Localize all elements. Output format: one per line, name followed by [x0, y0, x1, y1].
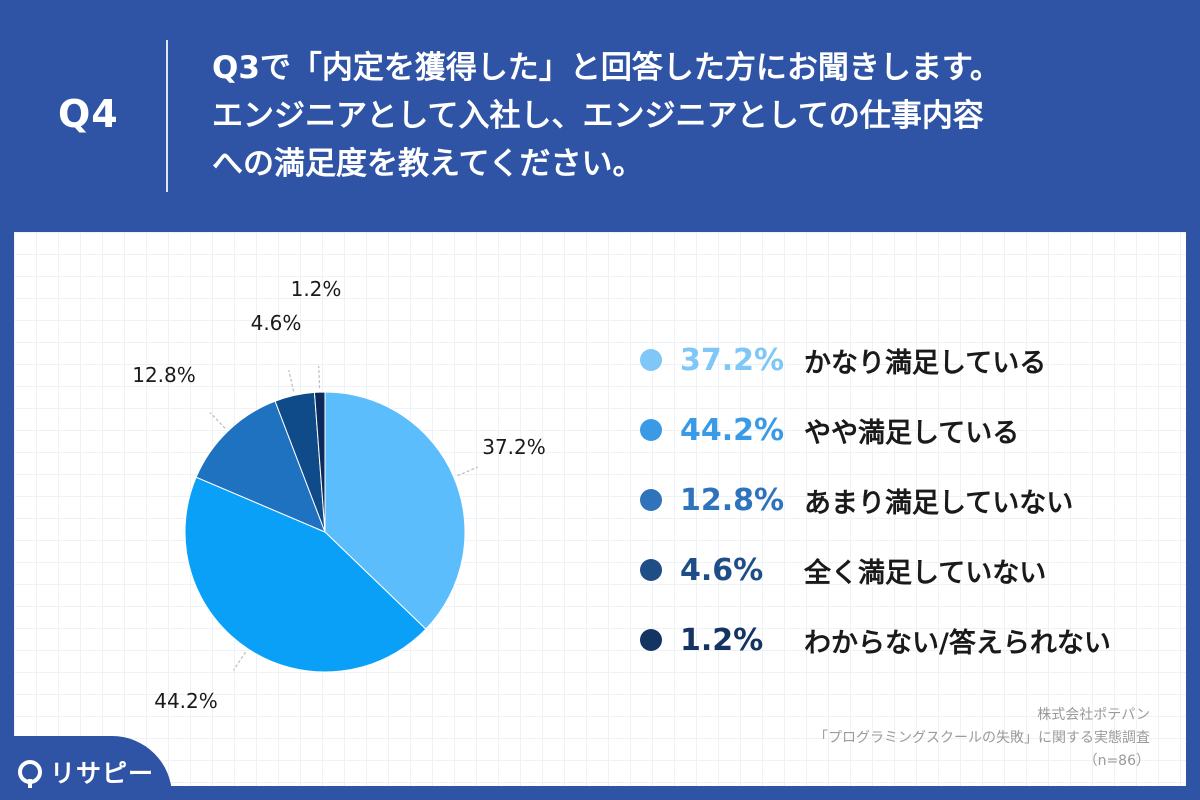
slice-value-label: 12.8% [132, 363, 196, 387]
leader-line [318, 366, 321, 389]
pie-slice [313, 391, 326, 533]
source-sample: （n=86） [1083, 753, 1150, 769]
legend-percent: 44.2% [680, 412, 785, 448]
legend-percent: 1.2% [680, 622, 764, 658]
legend-percent: 4.6% [680, 552, 764, 588]
source-note: 株式会社ポテパン 「プログラミングスクールの失敗」に関する実態調査 （n=86） [814, 704, 1150, 773]
legend-label: わからない/答えられない [804, 627, 1111, 659]
legend-item: 12.8% あまり満足していない [640, 480, 1180, 520]
leader-line [232, 651, 247, 671]
pie-slice [184, 476, 427, 673]
leader-line [457, 466, 478, 477]
legend-dot [640, 489, 662, 511]
legend-item: 4.6% 全く満足していない [640, 550, 1180, 590]
legend-dot [640, 349, 662, 371]
leader-line [209, 412, 226, 429]
pie-slice [324, 391, 466, 630]
chart-panel: 37.2% 44.2% 12.8% 4.6% 1.2% 37.2% かなり満足している … [14, 232, 1186, 786]
legend-dot [640, 419, 662, 441]
pie-slice [195, 400, 326, 533]
pie-chart: 37.2% 44.2% 12.8% 4.6% 1.2% [132, 277, 546, 713]
legend-item: 37.2% かなり満足している [640, 340, 1180, 380]
legend-dot [640, 559, 662, 581]
source-company: 株式会社ポテパン [1037, 707, 1150, 723]
question-line-2: エンジニアとして入社し、エンジニアとしての仕事内容 [212, 98, 984, 134]
pin-icon [18, 760, 42, 788]
legend-label: あまり満足していない [804, 487, 1074, 519]
header: Q4 Q3で「内定を獲得した」と回答した方にお聞きします。 エンジニアとして入社… [0, 0, 1200, 232]
question-line-1: Q3で「内定を獲得した」と回答した方にお聞きします。 [212, 50, 1001, 86]
legend-item: 1.2% わからない/答えられない [640, 620, 1180, 660]
brand-logo: リサピー [18, 754, 154, 790]
source-survey: 「プログラミングスクールの失敗」に関する実態調査 [814, 730, 1150, 746]
slice-value-label: 37.2% [482, 435, 546, 459]
header-divider [166, 40, 168, 192]
legend-dot [640, 629, 662, 651]
legend-label: 全く満足していない [804, 557, 1047, 589]
legend-item: 44.2% やや満足している [640, 410, 1180, 450]
legend-percent: 37.2% [680, 342, 785, 378]
question-text: Q3で「内定を獲得した」と回答した方にお聞きします。 エンジニアとして入社し、エ… [212, 44, 1172, 188]
legend-percent: 12.8% [680, 482, 785, 518]
question-line-3: への満足度を教えてください。 [212, 146, 644, 182]
leader-line [288, 369, 295, 392]
slice-value-label: 44.2% [154, 689, 218, 713]
slice-value-label: 1.2% [291, 277, 342, 301]
slice-value-label: 4.6% [251, 311, 302, 335]
legend-label: やや満足している [804, 417, 1020, 449]
logo-text: リサピー [50, 759, 155, 788]
legend-label: かなり満足している [804, 347, 1047, 379]
question-number: Q4 [58, 92, 119, 136]
